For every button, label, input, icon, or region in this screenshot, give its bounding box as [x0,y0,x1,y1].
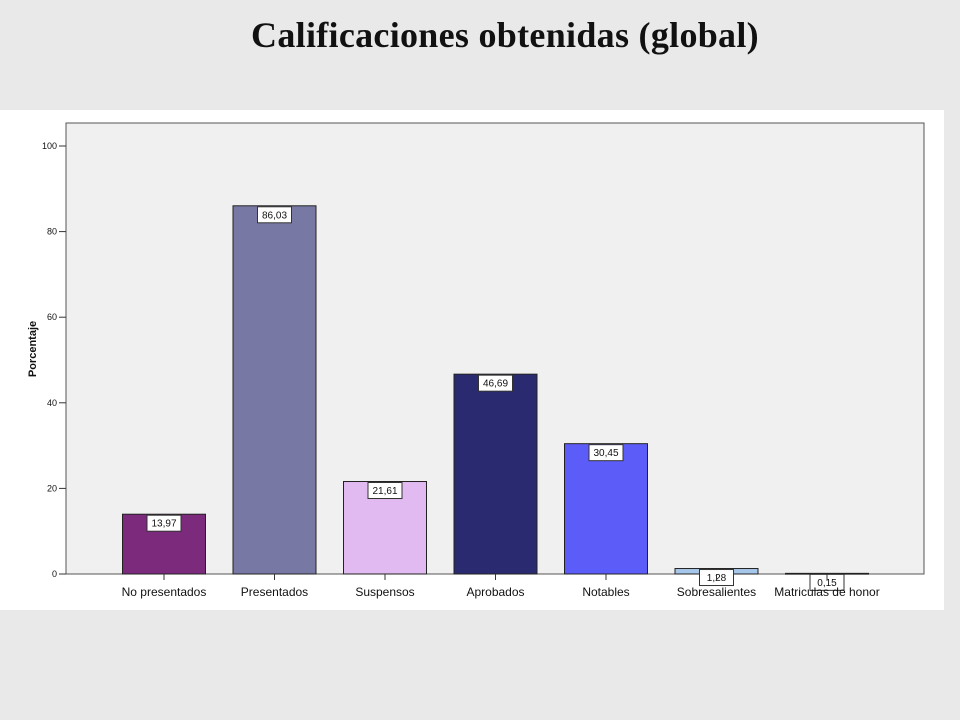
value-label-notables: 30,45 [593,448,618,459]
bar-presentados [232,205,317,575]
x-tick-label-matriculas-de-honor: Matriculas de honor [774,585,879,599]
slide-title: Calificaciones obtenidas (global) [251,15,759,55]
value-label-box-suspensos [367,482,403,500]
y-tick-label-100: 100 [42,141,57,151]
chart-panel: 0 20 40 60 80 100 13,97 86,03 21,61 46,69 30,45 1,… [0,110,944,610]
bar-notables [564,443,648,575]
value-label-matriculas-de-honor: 0,15 [817,578,837,589]
x-tick-label-no-presentados: No presentados [122,585,207,599]
x-tick-label-suspensos: Suspensos [355,585,414,599]
y-tick-label-80: 80 [47,227,57,237]
value-label-box-no-presentados [146,514,182,532]
y-tick-label-60: 60 [47,312,57,322]
x-axis: No presentados Presentados Suspensos Aproba… [122,574,880,599]
y-tick-label-40: 40 [47,398,57,408]
value-label-box-aprobados [478,374,513,392]
x-tick-label-sobresalientes: Sobresalientes [677,585,756,599]
bar-aprobados [453,373,538,575]
y-axis-title: Porcentaje [27,321,39,377]
value-label-presentados: 86,03 [262,210,287,221]
value-label-box-presentados [257,206,292,224]
x-tick-label-presentados: Presentados [241,585,308,599]
value-label-no-presentados: 13,97 [151,519,176,530]
value-label-aprobados: 46,69 [483,379,508,390]
y-tick-label-20: 20 [47,483,57,493]
y-tick-label-0: 0 [52,569,57,579]
y-axis: 0 20 40 60 80 100 [42,141,66,579]
value-label-box-notables [588,444,624,462]
x-tick-label-notables: Notables [582,585,629,599]
value-label-suspensos: 21,61 [372,486,397,497]
x-tick-label-aprobados: Aprobados [466,585,524,599]
